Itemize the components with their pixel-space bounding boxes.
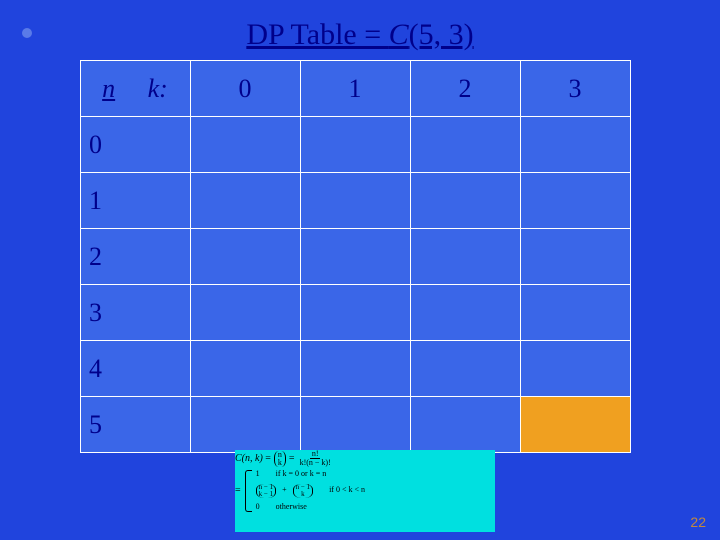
n-header-2: 2 [81, 229, 191, 285]
cell [521, 117, 631, 173]
table-row: 5 [81, 397, 631, 453]
brace-icon [245, 470, 252, 512]
cell [301, 117, 411, 173]
equals-2: = [235, 485, 241, 496]
n-header-5: 5 [81, 397, 191, 453]
n-label: n [102, 74, 115, 103]
n-header-3: 3 [81, 285, 191, 341]
cell [411, 173, 521, 229]
formula-lhs: C(n, k) = [235, 453, 271, 464]
binom-icon: n − 1k − 1 [256, 484, 276, 498]
cell [411, 117, 521, 173]
cell [191, 229, 301, 285]
cell [301, 285, 411, 341]
k-header-1: 1 [301, 61, 411, 117]
cell [521, 229, 631, 285]
binom-icon: n k [274, 451, 286, 467]
cell [191, 285, 301, 341]
case-1: 1 if k = 0 or k = n [256, 470, 365, 479]
table-row: 0 [81, 117, 631, 173]
cell [191, 117, 301, 173]
title-prefix: DP Table = [246, 18, 388, 51]
cell [191, 341, 301, 397]
cell [521, 341, 631, 397]
cell [301, 397, 411, 453]
slide: DP Table = C(5, 3) n k: 0 1 2 3 0 1 2 3 [0, 0, 720, 540]
dp-table: n k: 0 1 2 3 0 1 2 3 4 5 [80, 60, 631, 453]
cell [411, 229, 521, 285]
cell [411, 341, 521, 397]
nk-header-cell: n k: [81, 61, 191, 117]
cell [301, 341, 411, 397]
cell [301, 173, 411, 229]
title-args: (5, 3) [409, 18, 474, 51]
page-title: DP Table = C(5, 3) [0, 18, 720, 52]
cell [521, 285, 631, 341]
cases-block: = 1 if k = 0 or k = n n − 1k − 1 + n − 1… [235, 470, 495, 512]
fraction: n! k!(n − k)! [298, 450, 333, 467]
title-c: C [389, 18, 409, 51]
cell [191, 397, 301, 453]
k-header-2: 2 [411, 61, 521, 117]
k-header-3: 3 [521, 61, 631, 117]
equals: = [289, 453, 295, 464]
cell [521, 173, 631, 229]
case-2: n − 1k − 1 + n − 1k if 0 < k < n [256, 484, 365, 498]
n-header-0: 0 [81, 117, 191, 173]
table-row: 4 [81, 341, 631, 397]
cell [411, 285, 521, 341]
target-cell [521, 397, 631, 453]
cell [301, 229, 411, 285]
formula-box: C(n, k) = n k = n! k!(n − k)! = 1 if k =… [235, 450, 495, 532]
table-header-row: n k: 0 1 2 3 [81, 61, 631, 117]
cases: 1 if k = 0 or k = n n − 1k − 1 + n − 1k … [256, 470, 365, 512]
n-header-1: 1 [81, 173, 191, 229]
page-number: 22 [690, 514, 706, 530]
k-header-0: 0 [191, 61, 301, 117]
k-label: k: [148, 74, 168, 103]
formula-row-1: C(n, k) = n k = n! k!(n − k)! [235, 450, 495, 467]
case-3: 0 otherwise [256, 503, 365, 512]
cell [191, 173, 301, 229]
binom-icon: n − 1k [293, 484, 313, 498]
table-row: 3 [81, 285, 631, 341]
table-row: 2 [81, 229, 631, 285]
cell [411, 397, 521, 453]
n-header-4: 4 [81, 341, 191, 397]
table-row: 1 [81, 173, 631, 229]
